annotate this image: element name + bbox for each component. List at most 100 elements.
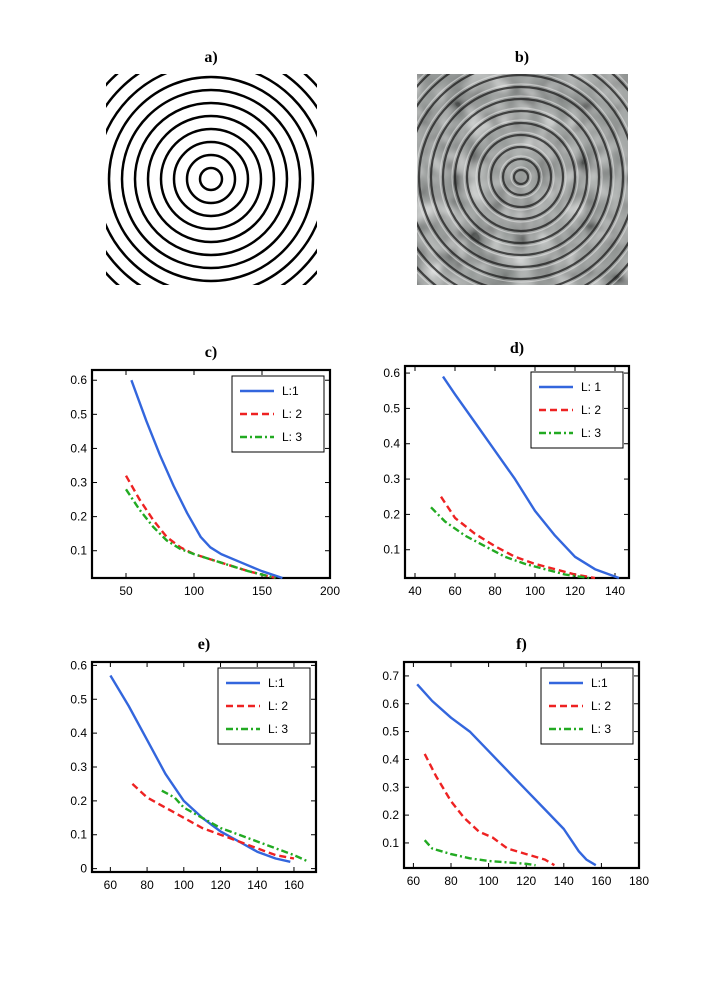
series-line-2	[131, 783, 295, 860]
chart-title: c)	[205, 344, 217, 361]
noisy-rings-image-b	[417, 74, 628, 285]
x-tick-label: 60	[448, 584, 462, 598]
y-tick-label: 0.5	[383, 401, 400, 415]
y-tick-label: 0.2	[383, 507, 400, 521]
y-tick-label: 0.4	[70, 441, 87, 455]
panel-a-title: a)	[204, 49, 217, 66]
legend-label-2: L: 2	[268, 699, 288, 713]
noisy-ring-3	[489, 145, 553, 209]
legend: L:1 L: 2 L: 3	[217, 667, 311, 745]
y-tick-label: 0	[80, 862, 87, 876]
ring-6	[133, 101, 289, 257]
y-tick-label: 0.6	[382, 697, 399, 711]
ring-7	[120, 88, 302, 270]
x-tick-label: 60	[407, 874, 421, 888]
rings-image-a	[106, 74, 317, 285]
panel-b-title: b)	[515, 49, 529, 66]
x-tick-label: 100	[479, 874, 499, 888]
chart-title: f)	[516, 636, 527, 653]
y-tick-label: 0.6	[70, 658, 87, 672]
x-tick-label: 60	[104, 878, 118, 892]
noisy-ring-highlight-5	[463, 119, 579, 235]
x-tick-label: 120	[565, 584, 585, 598]
x-tick-label: 100	[174, 878, 194, 892]
x-tick-label: 140	[554, 874, 574, 888]
series-line-3	[423, 839, 536, 867]
chart-title: e)	[198, 636, 210, 653]
x-tick-label: 80	[488, 584, 502, 598]
y-tick-label: 0.6	[383, 366, 400, 380]
series-line-2	[124, 475, 276, 580]
legend: L:1 L: 2 L: 3	[540, 667, 634, 745]
y-tick-label: 0.4	[70, 726, 87, 740]
legend: L:1 L: 2 L: 3	[231, 375, 325, 453]
y-tick-label: 0.3	[70, 476, 87, 490]
ring-2	[185, 153, 237, 205]
series-line-3	[125, 488, 276, 580]
noisy-ring-5	[465, 121, 577, 233]
y-tick-label: 0.2	[382, 808, 399, 822]
y-tick-label: 0.5	[70, 692, 87, 706]
legend-label-1: L:1	[591, 676, 608, 690]
chart-title: d)	[510, 340, 524, 357]
ring-5	[146, 114, 276, 244]
legend-box	[540, 667, 634, 745]
x-tick-label: 160	[284, 878, 304, 892]
noisy-ring-9	[417, 74, 625, 281]
y-tick-label: 0.3	[383, 472, 400, 486]
axes-frame	[90, 368, 332, 580]
x-tick-label: 200	[320, 584, 340, 598]
y-tick-label: 0.5	[70, 407, 87, 421]
chart-3: f) 60 80 100 120 140 160 180 0.1 0.2 0.3 0.4 0.5 0.6 0…	[382, 636, 649, 888]
ring-1	[198, 166, 224, 192]
series-line-3	[430, 506, 590, 580]
axes-frame	[403, 364, 631, 580]
series-line-3	[161, 789, 310, 863]
noisy-ring-highlight-7	[439, 95, 603, 259]
series-line-2	[423, 753, 556, 867]
legend-box	[217, 667, 311, 745]
y-tick-label: 0.4	[382, 752, 399, 766]
noisy-ring-highlight-1	[510, 166, 532, 188]
legend-label-1: L:1	[282, 384, 299, 398]
y-tick-label: 0.2	[70, 510, 87, 524]
legend-label-2: L: 2	[282, 407, 302, 421]
y-tick-label: 0.3	[382, 780, 399, 794]
x-tick-label: 140	[605, 584, 625, 598]
x-tick-label: 160	[591, 874, 611, 888]
y-tick-label: 0.1	[70, 828, 87, 842]
series-line-1	[442, 375, 620, 580]
legend-label-3: L: 3	[591, 722, 611, 736]
y-tick-label: 0.1	[383, 543, 400, 557]
series-line-1	[130, 379, 283, 580]
noisy-ring-highlight-2	[499, 155, 543, 199]
legend-label-2: L: 2	[591, 699, 611, 713]
chart-2: e) 60 80 100 120 140 160 0 0.1 0.2 0.3 0.4 0.5 0.6 L:1…	[70, 636, 318, 892]
noisy-ring-2	[501, 157, 541, 197]
noisy-ring-8	[429, 85, 613, 269]
noisy-ring-7	[441, 97, 601, 257]
noisy-ring-highlight-9	[417, 74, 627, 283]
y-tick-label: 0.6	[70, 373, 87, 387]
legend-box	[530, 371, 624, 449]
x-tick-label: 150	[252, 584, 272, 598]
ring-8	[107, 75, 315, 283]
noisy-ring-1	[512, 168, 530, 186]
noisy-ring-highlight-3	[487, 143, 555, 211]
legend-label-3: L: 3	[581, 426, 601, 440]
x-tick-label: 140	[247, 878, 267, 892]
series-line-1	[416, 683, 597, 867]
legend-label-2: L: 2	[581, 403, 601, 417]
noisy-ring-6	[453, 109, 589, 245]
legend-label-1: L: 1	[581, 380, 601, 394]
axes-frame	[402, 660, 641, 870]
legend-box	[231, 375, 325, 453]
y-tick-label: 0.3	[70, 760, 87, 774]
legend-label-3: L: 3	[282, 430, 302, 444]
noisy-ring-highlight-8	[427, 83, 615, 271]
y-tick-label: 0.4	[383, 437, 400, 451]
legend-label-1: L:1	[268, 676, 285, 690]
y-tick-label: 0.2	[70, 794, 87, 808]
y-tick-label: 0.5	[382, 725, 399, 739]
